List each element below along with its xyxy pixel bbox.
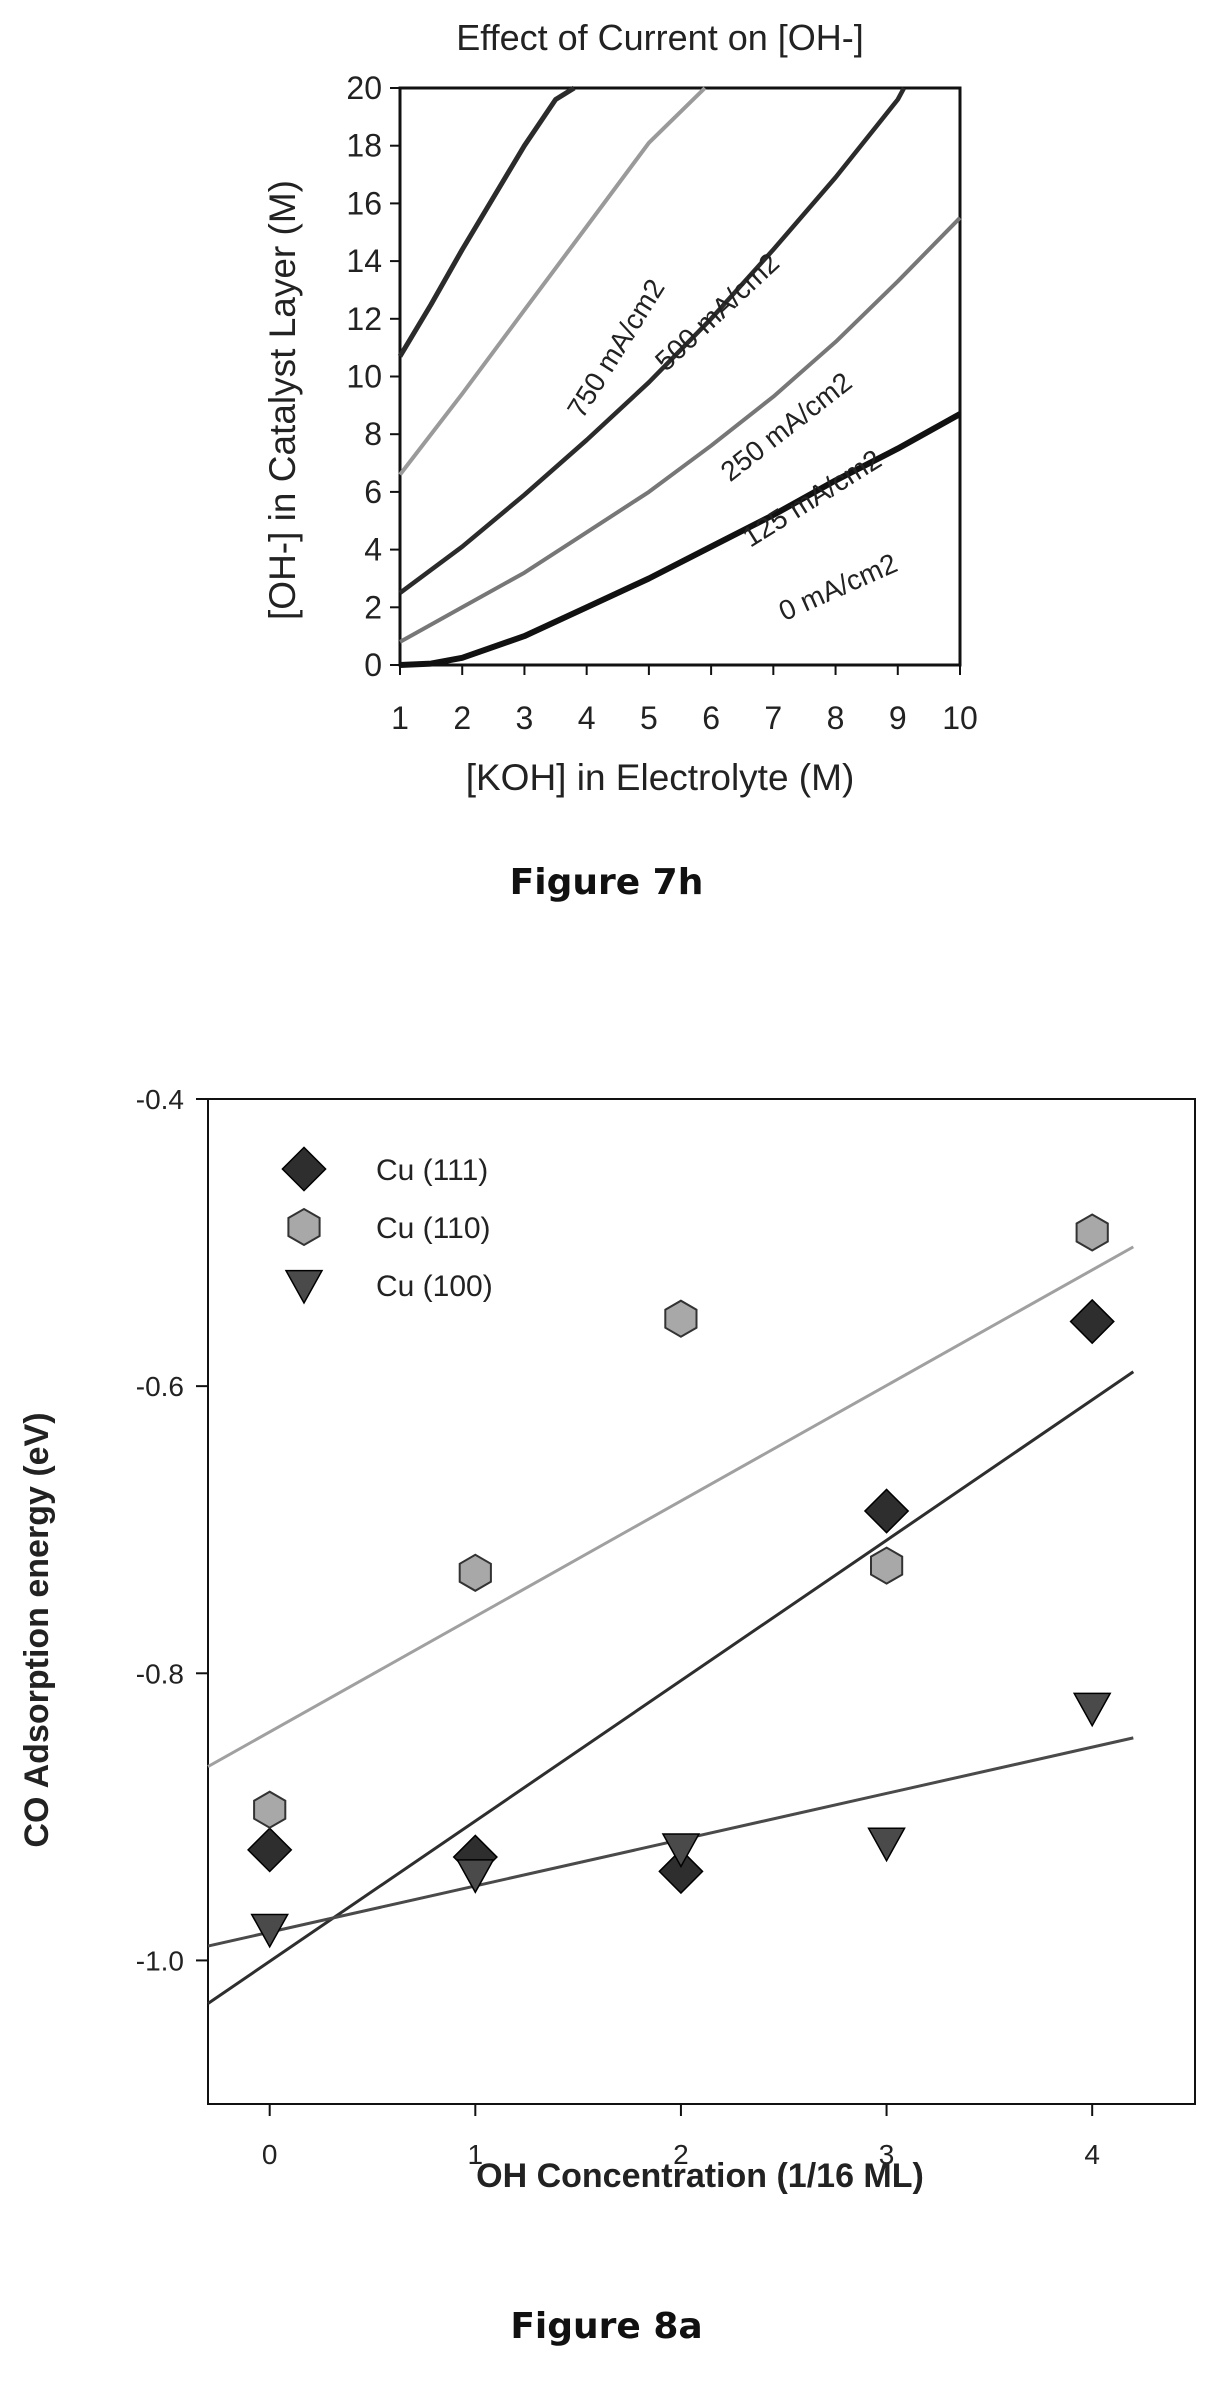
legend-label: Cu (111) (376, 1154, 488, 1187)
y-tick-label: -0.8 (136, 1658, 184, 1689)
legend: Cu (111) Cu (110) Cu (100) (281, 1146, 493, 1305)
y-tick-label: 4 (364, 532, 382, 568)
y-tick-label: 2 (364, 589, 382, 625)
y-axis-label: CO Adsorption energy (eV) (18, 1412, 56, 1847)
x-axis-label: [KOH] in Electrolyte (M) (466, 757, 855, 798)
y-tick-label: 18 (346, 128, 382, 164)
data-point-triangle-down (661, 1833, 701, 1868)
x-tick-label: 3 (516, 700, 534, 736)
chart-title: Effect of Current on [OH-] (456, 17, 864, 58)
y-tick-label: 8 (364, 416, 382, 452)
series-line-0-mA (399, 411, 962, 668)
x-tick-label: 2 (673, 2139, 689, 2170)
legend-marker-hexagon (287, 1207, 321, 1247)
series-line-125-mA (399, 216, 962, 644)
plot-frame (207, 1098, 1196, 2105)
figure-8a-plot-area: 0 1 2 3 4-0.4-0.6-0.8-1.0Cu (111)Cu (110)Cu … (136, 1084, 1196, 2170)
y-tick-label: 16 (346, 185, 382, 221)
x-tick-label: 4 (1084, 2139, 1100, 2170)
y-tick-label: -1.0 (136, 1945, 184, 1976)
y-tick-label: -0.4 (136, 1084, 184, 1115)
x-tick-label: 0 (262, 2139, 278, 2170)
y-tick-label: 14 (346, 243, 382, 279)
x-tick-label: 5 (640, 700, 658, 736)
data-point-diamond (658, 1848, 704, 1895)
y-tick-label: 20 (346, 70, 382, 106)
legend-label: Cu (110) (376, 1212, 491, 1245)
x-axis-label: OH Concentration (1/16 ML) (476, 2157, 924, 2195)
figure-8a-caption: Figure 8a (510, 2306, 703, 2347)
data-point-triangle-down (250, 1913, 289, 1949)
figure-8a-chart: 0 1 2 3 4-0.4-0.6-0.8-1.0Cu (111)Cu (110)Cu … (18, 1084, 1196, 2195)
data-point-diamond (863, 1488, 910, 1534)
legend-marker-triangle-down (284, 1269, 324, 1305)
data-point-triangle-down (456, 1859, 495, 1894)
data-point-hexagon (664, 1299, 698, 1338)
data-point-diamond (247, 1827, 293, 1873)
x-tick-label: 4 (578, 700, 596, 736)
x-tick-label: 10 (942, 700, 978, 736)
y-tick-label: 10 (346, 359, 382, 395)
x-tick-label: 2 (453, 700, 471, 736)
x-tick-label: 6 (702, 700, 720, 736)
fit-line-hexagon (207, 1245, 1135, 1768)
data-point-hexagon (253, 1790, 287, 1829)
figure-7h-caption: Figure 7h (509, 862, 704, 903)
x-tick-label: 7 (764, 700, 782, 736)
data-point-diamond (1069, 1298, 1115, 1345)
x-tick-label: 1 (391, 700, 409, 736)
data-point-triangle-down (867, 1827, 906, 1863)
legend-marker-diamond (281, 1146, 327, 1192)
y-tick-label: -0.6 (136, 1371, 184, 1402)
data-point-triangle-down (1072, 1692, 1112, 1728)
fit-line-diamond (207, 1370, 1135, 2005)
x-tick-label: 1 (468, 2139, 484, 2170)
figure-7h-chart: Effect of Current on [OH-] 1 2 3 4 5 6 7 8 9 1002… (262, 17, 978, 798)
data-point-hexagon (458, 1553, 492, 1592)
y-axis-label: [OH-] in Catalyst Layer (M) (262, 180, 303, 620)
x-tick-label: 3 (879, 2139, 895, 2170)
curve-annotation: 0 mA/cm2 (774, 547, 902, 627)
data-point-hexagon (870, 1546, 904, 1585)
legend-label: Cu (100) (376, 1270, 493, 1303)
curve-annotation: 500 mA/cm2 (649, 247, 785, 377)
series-line-750-mA (397, 85, 576, 358)
series-line-500-mA (398, 86, 707, 476)
series-line-250-mA (398, 86, 906, 595)
x-tick-label: 9 (889, 700, 907, 736)
x-tick-label: 8 (827, 700, 845, 736)
y-tick-label: 6 (364, 474, 382, 510)
y-tick-label: 12 (346, 301, 382, 337)
y-tick-label: 0 (364, 647, 382, 683)
data-point-hexagon (1075, 1213, 1109, 1252)
